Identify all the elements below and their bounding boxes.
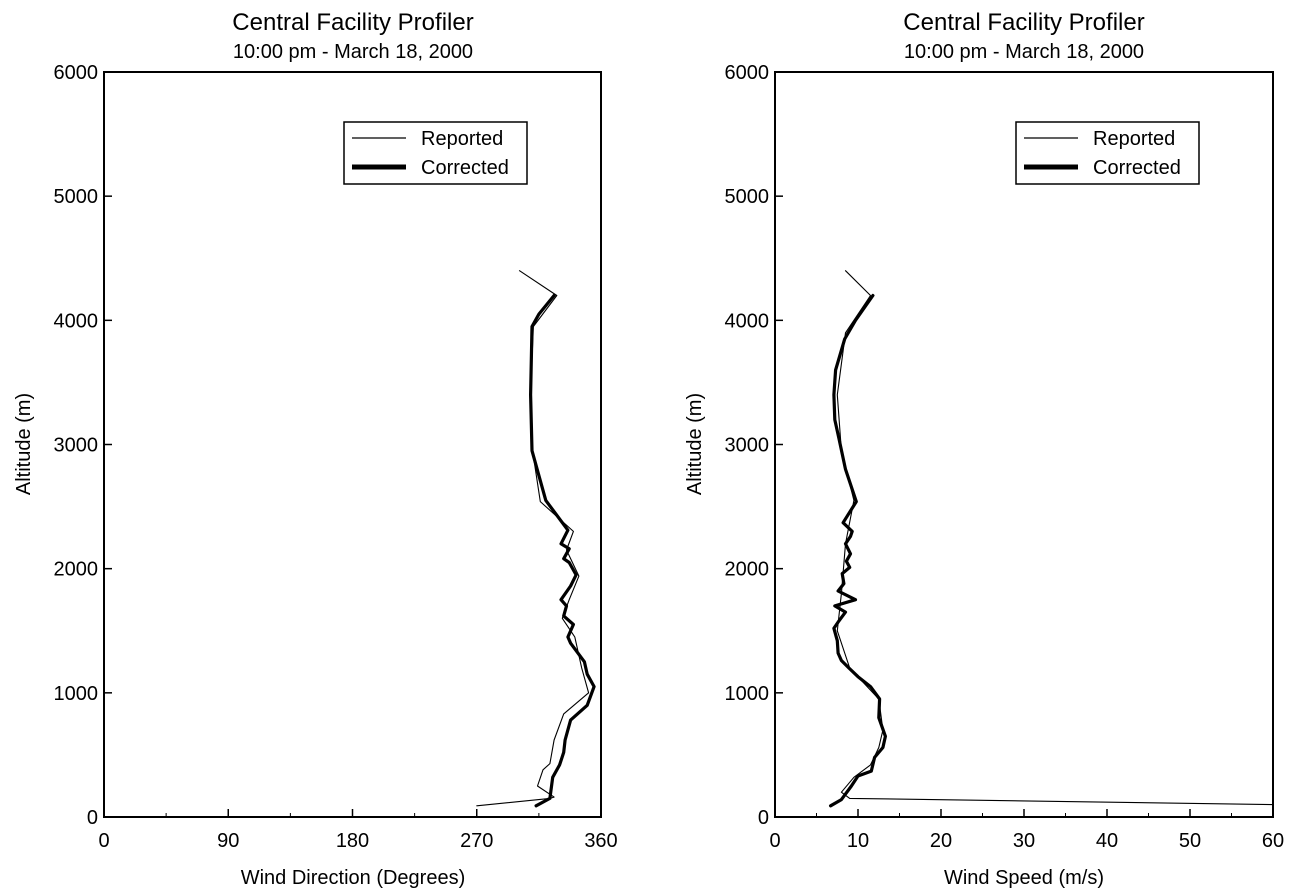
y-tick-label: 2000 [725, 559, 770, 581]
x-tick-label: 0 [98, 830, 109, 852]
series-line-corrected [528, 293, 596, 808]
y-tick-label: 1000 [725, 683, 770, 705]
x-tick-label: 30 [1013, 830, 1035, 852]
y-axis-label: Altitude (m) [684, 393, 706, 495]
wind-speed-chart: Central Facility Profiler 10:00 pm - Mar… [684, 9, 1284, 889]
legend-label-reported: Reported [421, 128, 503, 150]
legend-label-reported: Reported [1093, 128, 1175, 150]
x-tick-label: 180 [336, 830, 369, 852]
legend: Reported Corrected [1015, 121, 1200, 185]
y-tick-label: 2000 [54, 559, 99, 581]
y-tick-label: 5000 [725, 186, 770, 208]
y-axis-label: Altitude (m) [13, 393, 35, 495]
x-tick-label: 10 [847, 830, 869, 852]
x-tick-label: 360 [584, 830, 617, 852]
chart-subtitle: 10:00 pm - March 18, 2000 [233, 41, 473, 63]
x-tick-label: 90 [217, 830, 239, 852]
y-tick-label: 1000 [54, 683, 99, 705]
y-tick-label: 3000 [54, 435, 99, 457]
x-tick-label: 40 [1096, 830, 1118, 852]
y-tick-label: 3000 [725, 435, 770, 457]
legend-label-corrected: Corrected [421, 157, 509, 179]
series-line-corrected [828, 293, 888, 808]
x-tick-label: 20 [930, 830, 952, 852]
y-tick-label: 6000 [54, 62, 99, 84]
x-tick-label: 60 [1262, 830, 1284, 852]
chart-subtitle: 10:00 pm - March 18, 2000 [904, 41, 1144, 63]
y-tick-label: 0 [87, 807, 98, 829]
wind-direction-chart: Central Facility Profiler 10:00 pm - Mar… [13, 9, 618, 889]
y-tick-label: 4000 [54, 310, 99, 332]
y-tick-label: 6000 [725, 62, 770, 84]
chart-title: Central Facility Profiler [903, 9, 1144, 36]
chart-title: Central Facility Profiler [232, 9, 473, 36]
y-tick-label: 5000 [54, 186, 99, 208]
series-line-reported [836, 270, 1274, 806]
y-tick-label: 0 [758, 807, 769, 829]
x-tick-label: 50 [1179, 830, 1201, 852]
series-lines [828, 270, 1274, 808]
legend-label-corrected: Corrected [1093, 157, 1181, 179]
legend: Reported Corrected [343, 121, 528, 185]
axis-ticks: 0 90 180 270 360 0 1000 2000 3000 4000 5000 6000 [54, 62, 618, 852]
y-tick-label: 4000 [725, 310, 770, 332]
axis-ticks: 0 10 20 30 40 50 60 0 1000 2000 3000 4000 5000 6000 [725, 62, 1285, 852]
legend-box [1015, 121, 1200, 185]
x-axis-label: Wind Direction (Degrees) [241, 867, 466, 889]
x-tick-label: 270 [460, 830, 493, 852]
x-axis-label: Wind Speed (m/s) [944, 867, 1104, 889]
x-tick-label: 0 [769, 830, 780, 852]
series-lines [476, 270, 596, 808]
legend-box [343, 121, 528, 185]
